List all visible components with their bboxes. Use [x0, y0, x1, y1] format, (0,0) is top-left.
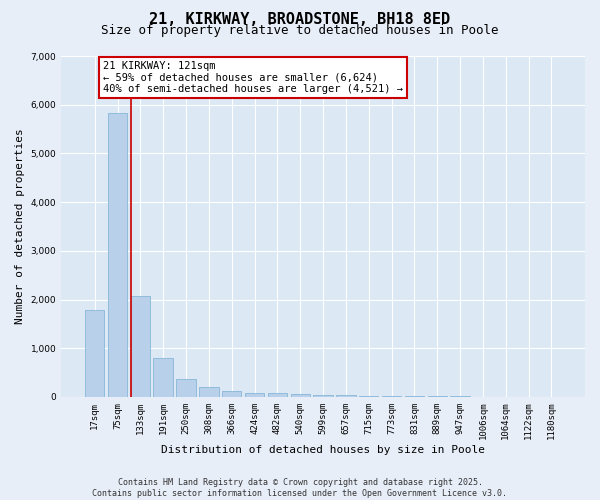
- Bar: [154, 358, 173, 397]
- Bar: [336, 396, 356, 397]
- Text: 21, KIRKWAY, BROADSTONE, BH18 8ED: 21, KIRKWAY, BROADSTONE, BH18 8ED: [149, 12, 451, 28]
- Bar: [108, 114, 127, 397]
- Bar: [176, 380, 196, 397]
- Bar: [382, 396, 401, 397]
- Bar: [290, 394, 310, 397]
- Bar: [313, 395, 333, 397]
- Bar: [222, 390, 241, 397]
- Bar: [428, 396, 447, 397]
- Y-axis label: Number of detached properties: Number of detached properties: [15, 128, 25, 324]
- Bar: [405, 396, 424, 397]
- Text: 21 KIRKWAY: 121sqm
← 59% of detached houses are smaller (6,624)
40% of semi-deta: 21 KIRKWAY: 121sqm ← 59% of detached hou…: [103, 61, 403, 94]
- Bar: [268, 393, 287, 397]
- Bar: [245, 392, 264, 397]
- X-axis label: Distribution of detached houses by size in Poole: Distribution of detached houses by size …: [161, 445, 485, 455]
- Text: Size of property relative to detached houses in Poole: Size of property relative to detached ho…: [101, 24, 499, 37]
- Bar: [85, 310, 104, 397]
- Bar: [359, 396, 379, 397]
- Bar: [199, 386, 218, 397]
- Text: Contains HM Land Registry data © Crown copyright and database right 2025.
Contai: Contains HM Land Registry data © Crown c…: [92, 478, 508, 498]
- Bar: [131, 296, 150, 397]
